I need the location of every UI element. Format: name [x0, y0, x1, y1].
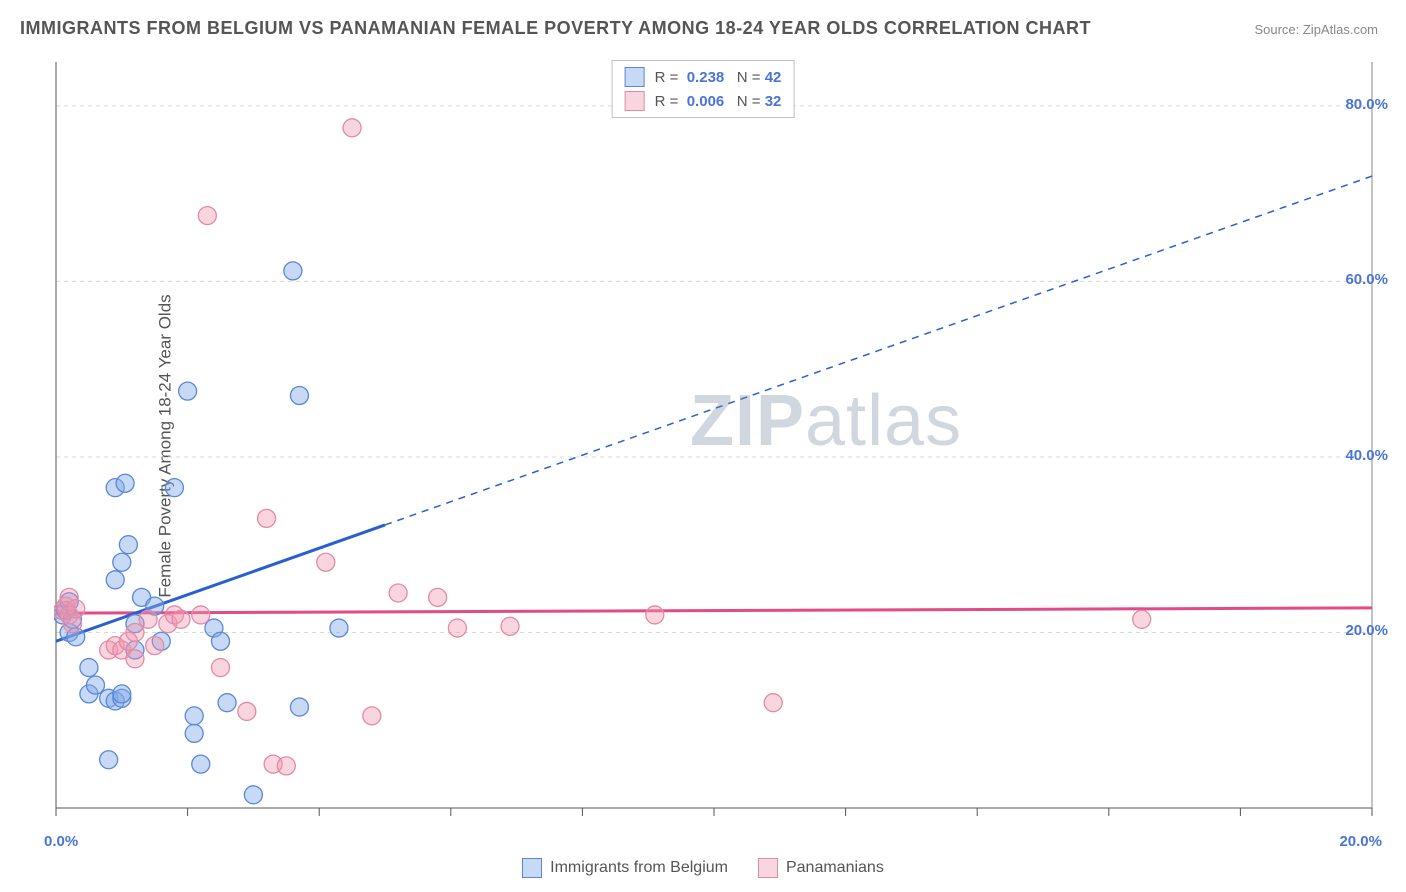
- swatch-series-b: [625, 91, 645, 111]
- legend-row: R = 0.006 N = 32: [625, 89, 782, 113]
- legend-label: Panamanians: [786, 859, 884, 877]
- chart-svg: [54, 52, 1374, 822]
- scatter-chart: [54, 52, 1374, 822]
- legend-label: Immigrants from Belgium: [550, 859, 728, 877]
- chart-title: IMMIGRANTS FROM BELGIUM VS PANAMANIAN FE…: [20, 18, 1091, 39]
- legend-item: Immigrants from Belgium: [522, 858, 728, 878]
- swatch-series-a: [522, 858, 542, 878]
- x-axis-max-label: 20.0%: [1339, 833, 1382, 850]
- y-tick-label: 40.0%: [1345, 447, 1388, 464]
- y-tick-label: 80.0%: [1345, 96, 1388, 113]
- source-attribution: Source: ZipAtlas.com: [1254, 22, 1378, 37]
- y-tick-label: 20.0%: [1345, 622, 1388, 639]
- swatch-series-a: [625, 67, 645, 87]
- swatch-series-b: [758, 858, 778, 878]
- correlation-legend: R = 0.238 N = 42R = 0.006 N = 32: [612, 60, 795, 118]
- x-axis-min-label: 0.0%: [44, 833, 78, 850]
- legend-row: R = 0.238 N = 42: [625, 65, 782, 89]
- y-tick-label: 60.0%: [1345, 271, 1388, 288]
- series-legend: Immigrants from Belgium Panamanians: [0, 858, 1406, 878]
- legend-item: Panamanians: [758, 858, 884, 878]
